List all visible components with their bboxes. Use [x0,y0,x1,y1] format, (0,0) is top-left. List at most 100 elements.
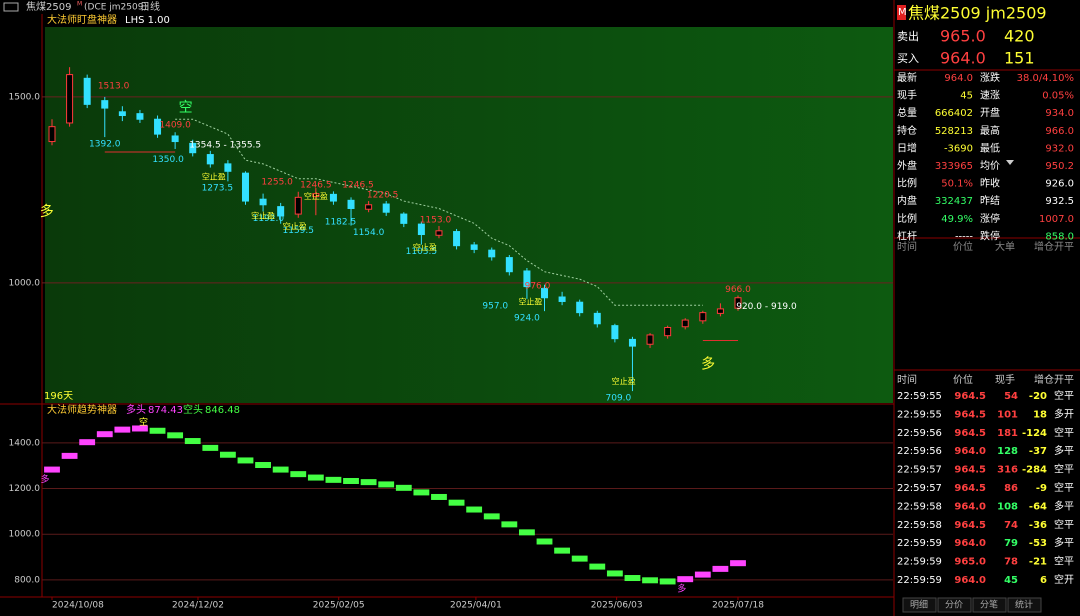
trend-bar [730,560,746,567]
trend-bar [413,489,430,496]
column-header: 开平 [1054,242,1074,253]
column-header: 时间 [897,240,917,253]
trade-cell: 45 [1004,575,1018,586]
dropdown-icon [1006,160,1014,165]
tab-label[interactable]: 统计 [1015,599,1033,611]
trade-cell: 964.5 [954,520,986,531]
stat-label: 昨结 [980,194,1000,207]
trade-cell: 18 [1033,409,1047,420]
trend-bar [554,547,571,554]
trade-cell: 22:59:56 [897,446,942,457]
price-label: 709.0 [606,394,632,404]
price-label: 920.0 - 919.0 [736,302,797,312]
trade-cell: 空平 [1054,555,1074,568]
stat-label: 最新 [897,71,917,84]
price-label: 1192.0 [253,214,285,224]
trend-bar [202,444,219,451]
stat-value: 49.9% [941,214,973,225]
trade-cell: 22:59:58 [897,501,942,512]
stat-value: 0.05% [1042,91,1074,102]
stat-label: 持仓 [897,124,917,137]
column-header: 大单 [995,240,1015,253]
trend-bar [589,563,606,570]
tab[interactable] [902,597,937,613]
stat-value: 1007.0 [1039,214,1074,225]
trade-cell: 86 [1004,483,1018,494]
candle-body [400,213,408,224]
candle-body [171,135,179,143]
signal: 空 [179,100,193,116]
legend-value: 874.43 [148,405,183,416]
tab-label[interactable]: 明细 [910,599,928,611]
column-header: 时间 [897,373,917,386]
trade-cell: 6 [1040,575,1047,586]
candle-body [488,249,496,258]
trend-bar [536,538,553,545]
stat-value: 666402 [935,108,973,119]
tab[interactable] [937,597,972,613]
trend-bar [237,457,254,464]
candle-body [365,204,373,210]
badge: M [898,7,907,18]
stat-label: 比例 [897,177,917,190]
candle-body [329,193,337,202]
price-label: 1513.0 [98,82,130,92]
trade-cell: -20 [1029,391,1047,402]
trade-cell: 74 [1004,520,1018,531]
trade-cell: 964.5 [954,391,986,402]
tab[interactable] [972,597,1007,613]
code: (DCE jm2509) [84,3,147,13]
price-label: 1182.5 [325,218,357,228]
trade-cell: 22:59:59 [897,557,942,568]
trend-bar [132,425,148,432]
trade-cell: 964.5 [954,409,986,420]
signal: 空止盈 [612,376,636,386]
trade-cell: 22:59:58 [897,520,942,531]
signal: 空止盈 [251,210,275,220]
stat-label: 外盘 [897,159,917,172]
trend-bar [483,513,500,520]
period[interactable]: 日线 [140,0,160,13]
candle-body [523,270,531,288]
trend-bar [466,506,483,513]
candle-body [101,100,109,109]
stat-label: 比例 [897,212,917,225]
y-tick-label: 1200.0 [9,484,41,494]
chart-title: 大法师盯盘神器 [47,13,117,26]
price-label: 1159.5 [283,226,315,236]
candle-body [716,308,724,314]
trade-cell: 316 [997,465,1018,476]
candle-body [664,327,672,337]
stat-label: 速涨 [980,90,1000,102]
price-label: 966.0 [725,285,751,295]
trend-bar [519,529,535,536]
signal: 多 [677,583,686,595]
trade-cell: -36 [1029,520,1047,531]
price-label: 957.0 [482,301,508,311]
stat-value: 926.0 [1045,179,1074,190]
trade-cell: 22:59:59 [897,538,942,549]
x-tick-label: 2025/06/03 [591,601,643,611]
tab-label[interactable]: 分笔 [980,599,998,611]
signal: 空止盈 [283,221,307,231]
price-label: 1154.0 [353,228,385,238]
stat-label: 最高 [980,124,1000,137]
signal: 空止盈 [518,297,542,307]
stat-value: 45 [960,91,973,102]
price-label: 1354.5 - 1355.5 [189,141,261,151]
y-tick-label: 1000.0 [9,278,41,288]
candle-body [259,198,267,206]
trend-bar [255,462,271,469]
trade-cell: 22:59:57 [897,465,942,476]
x-tick-label: 2024/12/02 [172,601,224,611]
candle-body [453,231,461,247]
tab[interactable] [1007,597,1042,613]
stat-value: 858.0 [1045,231,1074,242]
icon[interactable] [3,2,19,12]
y-tick-label: 800.0 [14,575,40,585]
quote-price: 965.0 [940,27,986,46]
price-label: 1392.0 [89,140,121,150]
tab-label[interactable]: 分价 [945,600,963,611]
support-line [104,151,738,342]
